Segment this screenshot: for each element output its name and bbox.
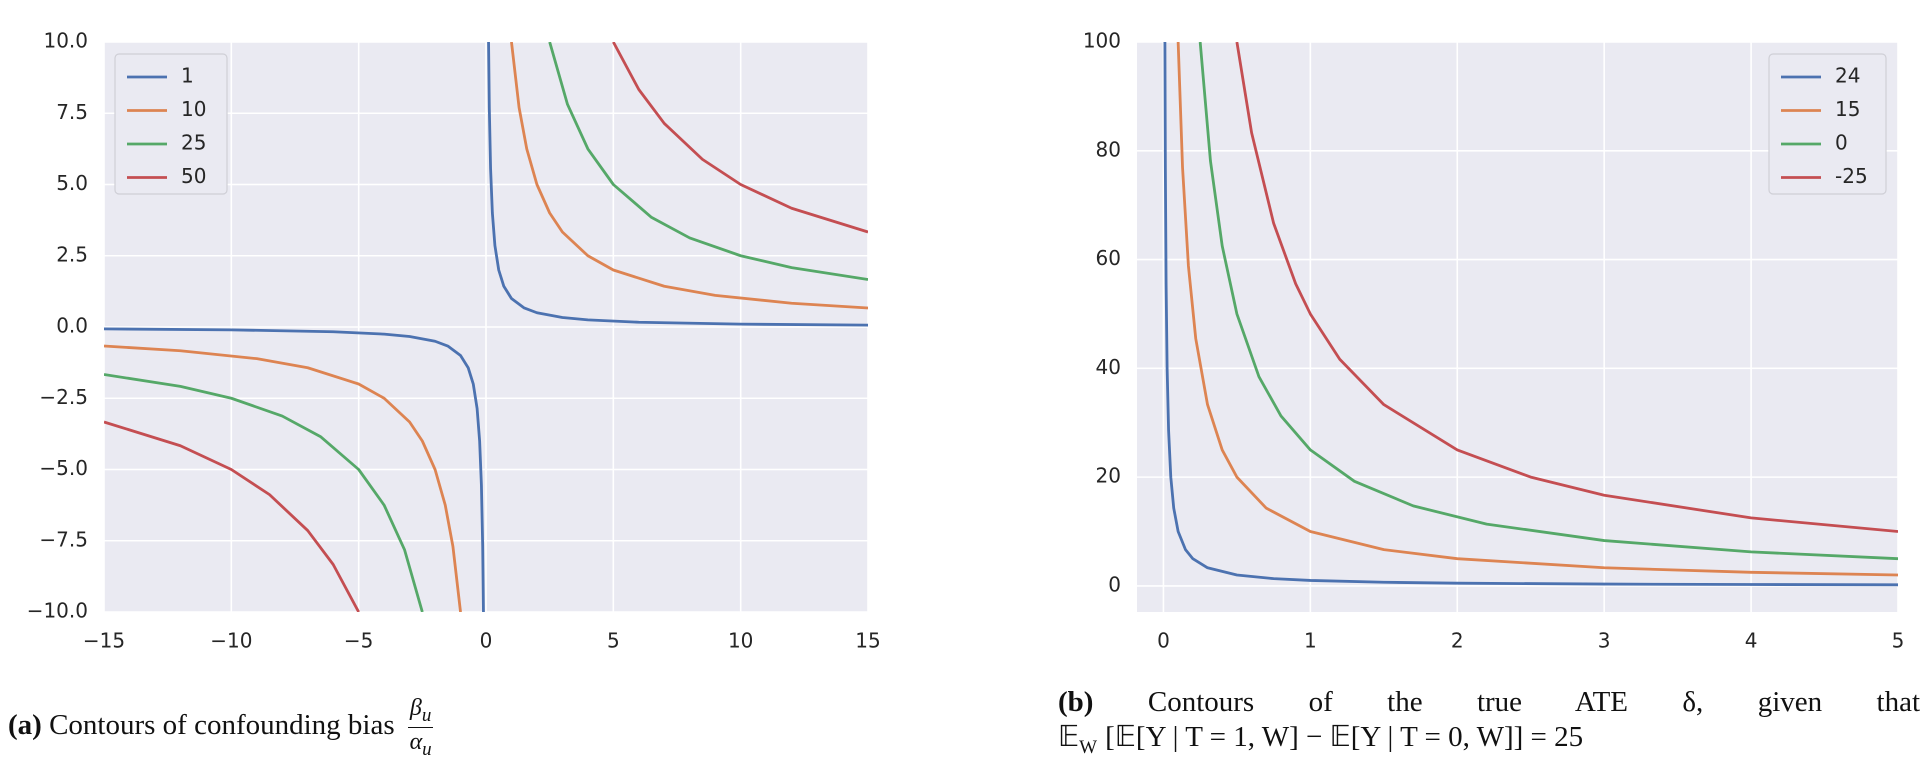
line	[104, 42, 868, 612]
caption-label: (a)	[8, 708, 42, 741]
caption-text: Contours of the true ATE δ, given that	[1147, 686, 1921, 718]
y-tick-label: −10.0	[27, 599, 88, 623]
y-tick-label: 0.0	[56, 314, 88, 338]
fraction: βu αu	[407, 695, 434, 759]
y-tick-label: 0	[1108, 572, 1121, 596]
denominator-symbol: α	[409, 728, 423, 755]
x-tick-label: 0	[480, 629, 493, 653]
x-tick-label: 1	[1304, 629, 1317, 653]
line	[104, 42, 868, 612]
line	[1176, 42, 1898, 577]
legend-label: 50	[181, 164, 206, 188]
x-tick-label: 2	[1451, 629, 1464, 653]
x-tick-label: 5	[1892, 629, 1905, 653]
y-tick-label: 80	[1096, 137, 1121, 161]
y-tick-label: 5.0	[56, 171, 88, 195]
legend-box	[1768, 53, 1887, 195]
y-tick-label: 10.0	[43, 29, 88, 53]
legend-label: 0	[1835, 131, 1848, 155]
caption-line: 𝔼W [𝔼[Y | T = 1, W] − 𝔼[Y | T = 0, W]] = …	[1058, 719, 1920, 759]
line	[104, 42, 868, 612]
legend-label: 25	[181, 131, 206, 155]
line	[1198, 42, 1898, 561]
numerator-symbol: β	[409, 695, 422, 721]
caption-expression: [𝔼[Y | T = 1, W] − 𝔼[Y | T = 0, W]] = 25	[1105, 721, 1584, 753]
caption-b: (b) Contours of the true ATE δ, given th…	[1058, 686, 1920, 759]
x-tick-label: −5	[344, 629, 373, 653]
x-tick-label: 0	[1157, 629, 1170, 653]
y-tick-label: 100	[1083, 29, 1121, 53]
line	[1235, 42, 1898, 533]
x-tick-label: 10	[728, 629, 753, 653]
legend-label: 1	[181, 64, 194, 88]
legend-label: 10	[181, 97, 206, 121]
caption-text: Contours of confounding bias	[49, 708, 395, 741]
figure: −10.0 −7.5 −5.0 −2.5 0.0 2.5 5.0 7.5 10.0 −15 −10 −…	[27, 29, 1905, 653]
y-tick-label: −5.0	[39, 456, 88, 480]
y-tick-label: 60	[1096, 246, 1121, 270]
x-tick-label: 15	[855, 629, 880, 653]
y-tick-label: 2.5	[56, 242, 88, 266]
y-tick-label: 7.5	[56, 100, 88, 124]
numerator: βu	[407, 695, 434, 728]
y-tick-label: −7.5	[39, 527, 88, 551]
y-tick-label: −2.5	[39, 385, 88, 409]
y-tick-label: 40	[1096, 355, 1121, 379]
line	[1163, 42, 1898, 587]
caption-a: (a) Contours of confounding bias βu αu	[8, 695, 434, 759]
denominator-sub: u	[422, 738, 432, 760]
legend-label: -25	[1835, 164, 1868, 188]
x-tick-label: 4	[1745, 629, 1758, 653]
x-tick-label: 3	[1598, 629, 1611, 653]
x-tick-label: −15	[83, 629, 125, 653]
x-tick-label: −10	[210, 629, 252, 653]
line	[104, 42, 868, 612]
legend-box	[114, 53, 228, 195]
y-tick-label: 20	[1096, 464, 1121, 488]
denominator: αu	[408, 728, 433, 759]
expectation: 𝔼	[1058, 721, 1080, 753]
x-tick-label: 5	[607, 629, 620, 653]
numerator-sub: u	[421, 704, 432, 726]
legend-label: 15	[1835, 97, 1860, 121]
expectation-sub: W	[1079, 736, 1098, 758]
legend-label: 24	[1835, 64, 1860, 88]
caption-line: (b) Contours of the true ATE δ, given th…	[1058, 686, 1920, 719]
caption-label: (b)	[1058, 686, 1094, 718]
